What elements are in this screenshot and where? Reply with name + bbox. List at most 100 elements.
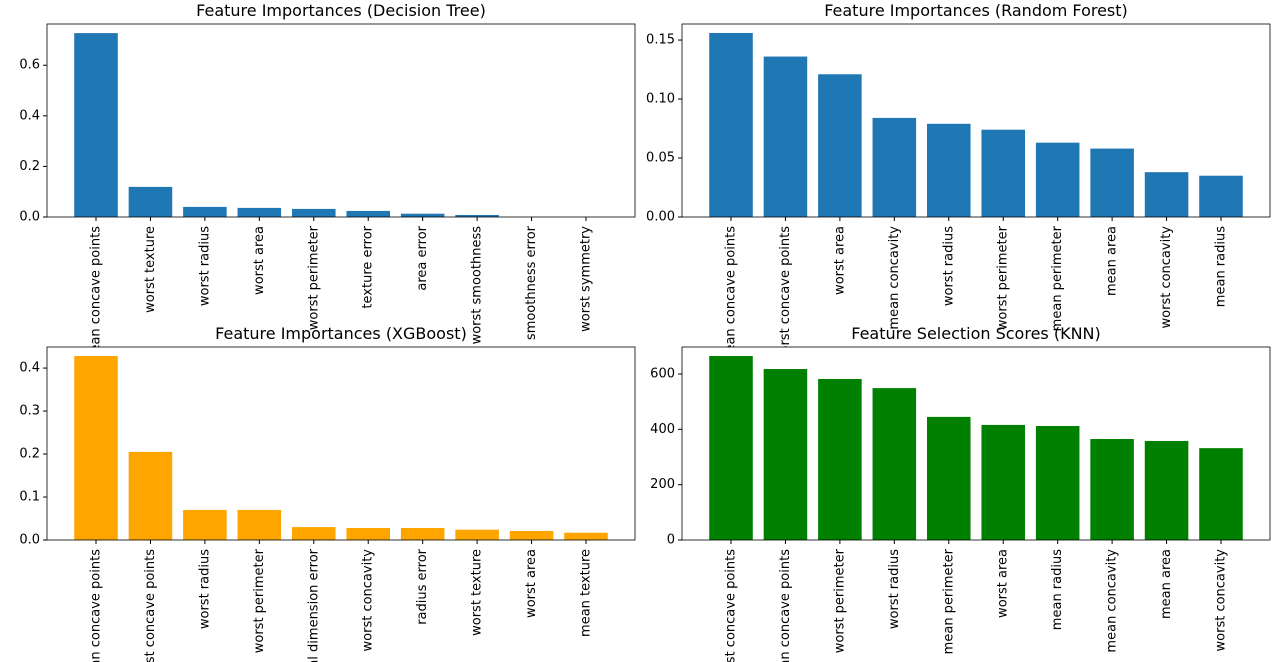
x-tick-label: worst radius	[941, 226, 956, 306]
bar	[1199, 448, 1243, 540]
axes-background	[47, 24, 635, 217]
x-tick-label: worst concave points	[778, 226, 793, 364]
bar	[1090, 439, 1134, 540]
bar	[1144, 440, 1189, 540]
x-tick-label: mean concavity	[887, 226, 902, 330]
x-tick-label: worst radius	[197, 549, 212, 629]
bar	[1035, 142, 1080, 217]
axes-frame	[681, 346, 1271, 541]
bar	[818, 74, 862, 218]
bar	[128, 451, 173, 540]
x-tick-label: worst concave points	[724, 549, 739, 662]
bar	[183, 206, 227, 217]
bar	[709, 356, 753, 540]
y-tick-label: 0.0	[19, 533, 40, 548]
bar	[872, 388, 917, 540]
x-tick-label: area error	[415, 225, 430, 290]
x-tick-label: worst area	[524, 549, 539, 618]
bar	[74, 356, 118, 540]
subplot: mean concave points worst texture worst ra…	[19, 1, 636, 365]
x-tick-label: worst perimeter	[306, 225, 321, 330]
y-tick-label: 0.00	[646, 210, 675, 225]
bar	[981, 129, 1025, 217]
x-tick-label: mean radius	[1050, 549, 1065, 630]
x-tick-label: mean texture	[579, 549, 594, 637]
x-tick-label: mean perimeter	[941, 548, 956, 654]
bar	[763, 56, 808, 217]
axes-frame	[681, 23, 1271, 218]
x-tick-label: texture error	[361, 225, 376, 308]
bar	[1035, 426, 1080, 540]
x-tick-label: mean concavity	[1105, 549, 1120, 653]
bar	[346, 527, 390, 540]
y-tick-label: 400	[650, 422, 675, 437]
bar	[818, 378, 862, 540]
bar	[183, 509, 227, 540]
bar	[1199, 175, 1243, 217]
y-tick-label: 0.3	[19, 404, 40, 419]
x-tick-label: worst area	[996, 549, 1011, 618]
chart-title: Feature Importances (Random Forest)	[824, 1, 1128, 20]
subplot: worst concave points mean concave points w…	[650, 324, 1271, 662]
bar	[292, 208, 336, 217]
bar	[564, 532, 608, 540]
bar	[400, 213, 445, 217]
x-tick-label: worst perimeter	[832, 548, 847, 653]
x-tick-label: mean area	[1105, 226, 1120, 296]
x-tick-label: mean radius	[1214, 226, 1229, 307]
y-tick-label: 0.1	[19, 490, 40, 505]
y-tick-label: 0	[667, 533, 675, 548]
bar	[400, 527, 445, 540]
bar	[927, 123, 971, 217]
bar	[763, 369, 808, 540]
y-tick-label: 0.2	[19, 159, 40, 174]
bar	[237, 509, 282, 540]
x-tick-label: worst perimeter	[252, 548, 267, 653]
x-tick-label: worst concavity	[361, 549, 376, 652]
x-tick-label: worst texture	[470, 549, 485, 636]
subplot: mean concave points worst concave points w…	[19, 324, 636, 662]
x-tick-label: mean concave points	[89, 226, 104, 365]
x-tick-label: worst concavity	[1159, 226, 1174, 329]
x-tick-label: worst area	[832, 226, 847, 295]
bar	[709, 32, 753, 217]
bar	[872, 117, 917, 217]
x-tick-label: worst smoothness	[470, 226, 485, 345]
y-tick-label: 0.4	[19, 108, 40, 123]
axes-frame	[46, 23, 636, 218]
bar	[927, 416, 971, 540]
x-tick-label: worst concavity	[1214, 549, 1229, 652]
bar	[128, 186, 173, 217]
bar	[346, 210, 390, 217]
y-tick-label: 200	[650, 477, 675, 492]
x-tick-label: worst radius	[887, 549, 902, 629]
x-tick-label: worst perimeter	[996, 225, 1011, 330]
x-tick-label: worst concave points	[143, 549, 158, 662]
chart-title: Feature Selection Scores (KNN)	[851, 324, 1101, 343]
bar	[1090, 148, 1134, 217]
y-tick-label: 0.4	[19, 361, 40, 376]
bar	[509, 530, 554, 540]
bar	[74, 33, 118, 218]
bar	[292, 527, 336, 540]
x-tick-label: worst texture	[143, 226, 158, 313]
bar	[1144, 172, 1189, 217]
x-tick-label: mean concave points	[778, 549, 793, 662]
x-tick-label: mean area	[1159, 549, 1174, 619]
x-tick-label: worst radius	[197, 226, 212, 306]
y-tick-label: 0.10	[646, 92, 675, 107]
chart-title: Feature Importances (XGBoost)	[215, 324, 467, 343]
y-tick-label: 0.05	[646, 151, 675, 166]
x-tick-label: smoothness error	[524, 225, 539, 340]
subplot: mean concave points worst concave points w…	[646, 1, 1271, 365]
bar	[237, 207, 282, 217]
y-tick-label: 0.6	[19, 58, 40, 73]
x-tick-label: worst area	[252, 226, 267, 295]
y-tick-label: 0.15	[646, 33, 675, 48]
y-tick-label: 600	[650, 367, 675, 382]
x-tick-label: mean concave points	[724, 226, 739, 365]
y-tick-label: 0.2	[19, 447, 40, 462]
bar	[455, 529, 499, 540]
axes-frame	[46, 346, 636, 541]
